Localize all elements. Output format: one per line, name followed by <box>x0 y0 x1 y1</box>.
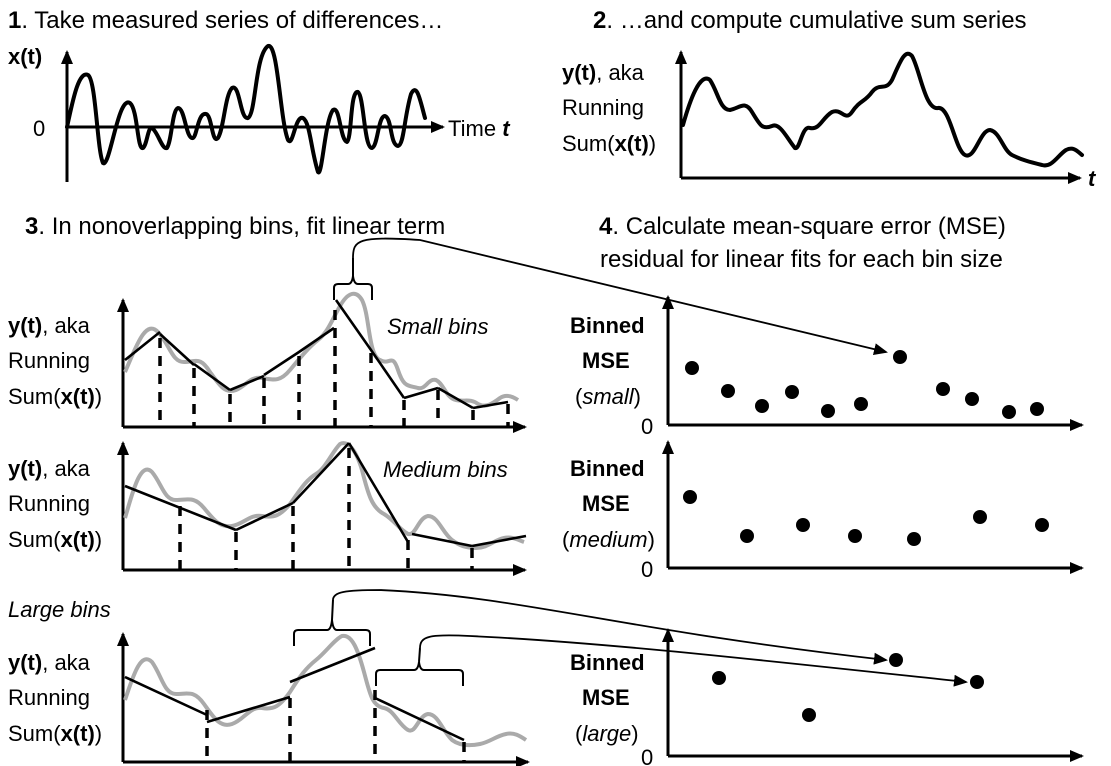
mse-large-ylabel: Binned MSE (large) <box>570 650 645 746</box>
svg-text:Running: Running <box>8 348 90 373</box>
svg-text:Running: Running <box>562 95 644 120</box>
small-bins-dividers <box>158 310 510 427</box>
small-bins-label: Small bins <box>387 314 488 339</box>
panel-differences: x(t) 0 Time t <box>8 43 511 182</box>
svg-text:Sum(x(t)): Sum(x(t)) <box>8 721 102 746</box>
step-3-heading: 3. In nonoverlapping bins, fit linear te… <box>25 213 445 240</box>
panel1-ylabel: x(t) <box>8 44 42 69</box>
panel1-zero-label: 0 <box>33 116 45 141</box>
mse-small-panel: Binned MSE (small) 0 <box>570 295 1084 439</box>
svg-text:y(t), aka: y(t), aka <box>562 60 645 85</box>
panel-cumulative-sum: y(t), aka Running Sum(x(t)) t <box>562 50 1097 191</box>
svg-text:Sum(x(t)): Sum(x(t)) <box>8 527 102 552</box>
large-bin-brace-2 <box>375 647 464 686</box>
difference-series-line <box>65 43 427 175</box>
large-bins-ylabel: y(t), aka Running Sum(x(t)) <box>8 650 102 746</box>
arrow-small-bin-to-mse <box>352 237 888 356</box>
svg-text:MSE: MSE <box>582 491 630 516</box>
panel-small-bins: y(t), aka Running Sum()x(t)) Small bins <box>8 258 527 433</box>
large-bins-label: Large bins <box>8 597 111 622</box>
large-bins-fit-lines <box>124 646 465 742</box>
small-bins-ylabel: y(t), aka Running Sum()x(t)) <box>8 313 102 409</box>
svg-text:y(t), aka: y(t), aka <box>8 650 91 675</box>
arrow-large-bin1-to-mse <box>332 589 888 665</box>
large-bin-brace-1 <box>293 599 371 646</box>
mse-small-zero: 0 <box>641 414 653 439</box>
panel-large-bins: Large bins y(t), aka Running Sum(x(t)) <box>8 597 530 766</box>
mse-medium-panel: Binned MSE (medium) 0 <box>562 440 1084 582</box>
mse-medium-ylabel: Binned MSE (medium) <box>562 456 655 552</box>
step-4-heading: 4. Calculate mean-square error (MSE) <box>599 213 1006 240</box>
small-bins-signal <box>123 291 520 408</box>
svg-text:Sum(x(t)): Sum(x(t)) <box>562 131 656 156</box>
svg-text:Running: Running <box>8 685 90 710</box>
mse-large-zero: 0 <box>641 745 653 766</box>
svg-text:Binned: Binned <box>570 650 645 675</box>
panel1-xlabel: Time t <box>448 116 511 141</box>
cumulative-sum-line <box>681 51 1084 168</box>
arrow-large-bin2-to-mse <box>419 634 968 687</box>
mse-medium-zero: 0 <box>641 557 653 582</box>
svg-text:y(t), aka: y(t), aka <box>8 313 91 338</box>
mse-large-panel: Binned MSE (large) 0 <box>570 628 1084 766</box>
svg-text:y(t), aka: y(t), aka <box>8 456 91 481</box>
step-1-heading: 1. Take measured series of differences… <box>8 7 443 34</box>
medium-bins-label: Medium bins <box>383 457 508 482</box>
svg-text:(medium): (medium) <box>562 527 655 552</box>
medium-bins-dividers <box>178 448 474 570</box>
panel2-ylabel: y(t), aka Running Sum(x(t)) <box>562 60 656 156</box>
svg-text:MSE: MSE <box>582 685 630 710</box>
svg-text:Running: Running <box>8 491 90 516</box>
medium-bins-ylabel: y(t), aka Running Sum(x(t)) <box>8 456 102 552</box>
large-bins-dividers <box>205 690 466 762</box>
large-bins-signal <box>123 633 528 748</box>
svg-text:(small): (small) <box>575 384 641 409</box>
small-bins-fit-lines <box>124 299 509 410</box>
mse-small-ylabel: Binned MSE (small) <box>570 313 645 409</box>
mse-small-points <box>685 350 1044 419</box>
small-bin-brace <box>333 258 373 300</box>
svg-text:Binned: Binned <box>570 313 645 338</box>
panel2-xlabel: t <box>1088 166 1097 191</box>
svg-text:(large): (large) <box>575 721 639 746</box>
step-2-heading: 2. …and compute cumulative sum series <box>593 7 1027 34</box>
svg-text:Sum()x(t)): Sum()x(t)) <box>8 384 102 409</box>
svg-text:Binned: Binned <box>570 456 645 481</box>
svg-text:MSE: MSE <box>582 348 630 373</box>
step-4-heading-line2: residual for linear fits for each bin si… <box>600 246 1003 273</box>
mse-medium-points <box>683 490 1049 546</box>
panel-medium-bins: y(t), aka Running Sum(x(t)) Medium bins <box>8 441 527 576</box>
mse-large-points <box>712 653 984 722</box>
